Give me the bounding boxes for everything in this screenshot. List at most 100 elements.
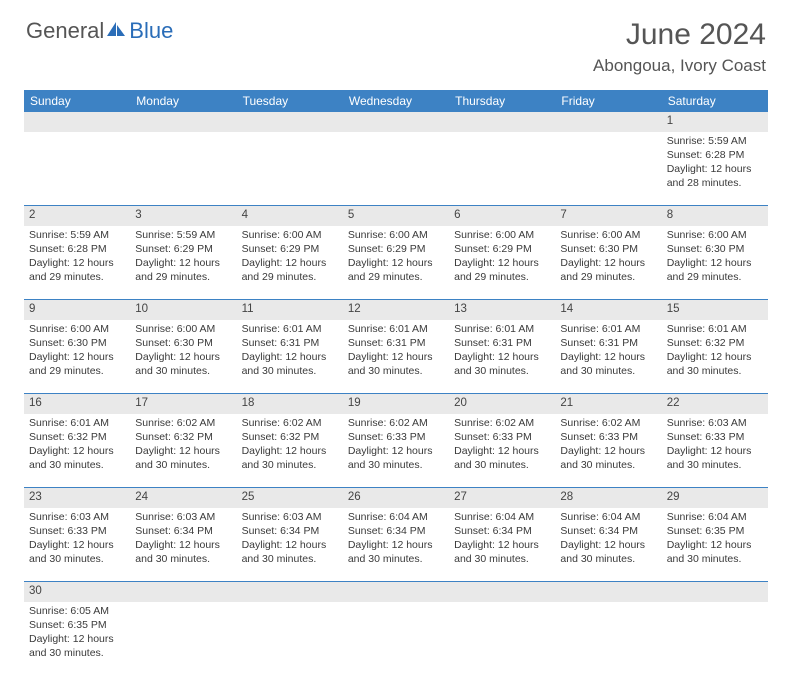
sunrise-text: Sunrise: 6:05 AM (29, 604, 125, 618)
day-cell (24, 132, 130, 206)
sunrise-text: Sunrise: 6:01 AM (667, 322, 763, 336)
day-number: 29 (662, 488, 768, 508)
daylight-text: Daylight: 12 hours (667, 538, 763, 552)
detail-row: Sunrise: 5:59 AMSunset: 6:28 PMDaylight:… (24, 226, 768, 300)
daylight-text: and 29 minutes. (560, 270, 656, 284)
weekday-header: Sunday (24, 90, 130, 112)
daylight-text: and 30 minutes. (135, 552, 231, 566)
day-cell: Sunrise: 6:01 AMSunset: 6:31 PMDaylight:… (343, 320, 449, 394)
daylight-text: and 30 minutes. (29, 458, 125, 472)
day-number (662, 582, 768, 602)
day-cell (343, 132, 449, 206)
daylight-text: and 28 minutes. (667, 176, 763, 190)
logo-text-general: General (26, 18, 104, 44)
day-cell: Sunrise: 6:03 AMSunset: 6:33 PMDaylight:… (24, 508, 130, 582)
day-number (343, 112, 449, 132)
daylight-text: Daylight: 12 hours (135, 538, 231, 552)
weekday-header: Friday (555, 90, 661, 112)
day-number (449, 582, 555, 602)
sunset-text: Sunset: 6:32 PM (29, 430, 125, 444)
sunset-text: Sunset: 6:29 PM (454, 242, 550, 256)
day-cell: Sunrise: 6:00 AMSunset: 6:29 PMDaylight:… (237, 226, 343, 300)
sunrise-text: Sunrise: 6:00 AM (454, 228, 550, 242)
day-cell: Sunrise: 6:04 AMSunset: 6:34 PMDaylight:… (343, 508, 449, 582)
daylight-text: Daylight: 12 hours (135, 350, 231, 364)
sail-icon (105, 18, 127, 44)
daylight-text: Daylight: 12 hours (242, 350, 338, 364)
detail-row: Sunrise: 6:05 AMSunset: 6:35 PMDaylight:… (24, 602, 768, 676)
daynum-row: 30 (24, 582, 768, 602)
daylight-text: Daylight: 12 hours (667, 444, 763, 458)
day-cell (130, 602, 236, 676)
daylight-text: and 29 minutes. (454, 270, 550, 284)
daylight-text: Daylight: 12 hours (29, 632, 125, 646)
daylight-text: and 30 minutes. (667, 458, 763, 472)
daylight-text: and 30 minutes. (560, 458, 656, 472)
daynum-row: 1 (24, 112, 768, 132)
day-cell: Sunrise: 6:01 AMSunset: 6:31 PMDaylight:… (555, 320, 661, 394)
day-number: 11 (237, 300, 343, 320)
day-number: 23 (24, 488, 130, 508)
daylight-text: Daylight: 12 hours (560, 538, 656, 552)
title-block: June 2024 Abongoua, Ivory Coast (593, 18, 766, 76)
day-number (555, 582, 661, 602)
sunrise-text: Sunrise: 6:00 AM (667, 228, 763, 242)
day-number (555, 112, 661, 132)
logo-text-blue: Blue (129, 18, 173, 44)
daynum-row: 16171819202122 (24, 394, 768, 414)
daylight-text: and 29 minutes. (667, 270, 763, 284)
sunrise-text: Sunrise: 6:01 AM (560, 322, 656, 336)
daylight-text: Daylight: 12 hours (560, 256, 656, 270)
sunrise-text: Sunrise: 6:02 AM (454, 416, 550, 430)
day-number: 16 (24, 394, 130, 414)
sunset-text: Sunset: 6:32 PM (667, 336, 763, 350)
day-number (449, 112, 555, 132)
day-cell (555, 602, 661, 676)
daylight-text: Daylight: 12 hours (667, 162, 763, 176)
day-cell: Sunrise: 6:00 AMSunset: 6:29 PMDaylight:… (343, 226, 449, 300)
day-cell (237, 602, 343, 676)
day-number: 28 (555, 488, 661, 508)
day-cell: Sunrise: 6:01 AMSunset: 6:31 PMDaylight:… (449, 320, 555, 394)
day-cell: Sunrise: 6:04 AMSunset: 6:34 PMDaylight:… (449, 508, 555, 582)
sunrise-text: Sunrise: 6:00 AM (242, 228, 338, 242)
day-number: 30 (24, 582, 130, 602)
sunrise-text: Sunrise: 6:04 AM (348, 510, 444, 524)
daylight-text: Daylight: 12 hours (242, 256, 338, 270)
sunset-text: Sunset: 6:29 PM (135, 242, 231, 256)
day-number: 9 (24, 300, 130, 320)
day-number: 25 (237, 488, 343, 508)
sunset-text: Sunset: 6:28 PM (667, 148, 763, 162)
sunrise-text: Sunrise: 6:00 AM (348, 228, 444, 242)
sunset-text: Sunset: 6:34 PM (348, 524, 444, 538)
sunset-text: Sunset: 6:34 PM (135, 524, 231, 538)
daylight-text: Daylight: 12 hours (667, 256, 763, 270)
day-cell: Sunrise: 6:01 AMSunset: 6:31 PMDaylight:… (237, 320, 343, 394)
day-number: 21 (555, 394, 661, 414)
daylight-text: Daylight: 12 hours (667, 350, 763, 364)
day-number: 2 (24, 206, 130, 226)
daylight-text: and 30 minutes. (348, 552, 444, 566)
sunset-text: Sunset: 6:31 PM (454, 336, 550, 350)
sunset-text: Sunset: 6:34 PM (560, 524, 656, 538)
daylight-text: Daylight: 12 hours (348, 444, 444, 458)
day-number: 15 (662, 300, 768, 320)
detail-row: Sunrise: 5:59 AMSunset: 6:28 PMDaylight:… (24, 132, 768, 206)
daylight-text: and 30 minutes. (560, 552, 656, 566)
sunrise-text: Sunrise: 6:01 AM (29, 416, 125, 430)
day-number: 1 (662, 112, 768, 132)
sunrise-text: Sunrise: 6:02 AM (560, 416, 656, 430)
daylight-text: Daylight: 12 hours (242, 538, 338, 552)
daylight-text: Daylight: 12 hours (348, 538, 444, 552)
day-number: 18 (237, 394, 343, 414)
daylight-text: and 30 minutes. (242, 364, 338, 378)
daylight-text: Daylight: 12 hours (242, 444, 338, 458)
weekday-header-row: Sunday Monday Tuesday Wednesday Thursday… (24, 90, 768, 112)
daynum-row: 23242526272829 (24, 488, 768, 508)
sunrise-text: Sunrise: 6:04 AM (560, 510, 656, 524)
day-cell: Sunrise: 6:03 AMSunset: 6:34 PMDaylight:… (130, 508, 236, 582)
day-number (130, 112, 236, 132)
day-number: 8 (662, 206, 768, 226)
day-number: 27 (449, 488, 555, 508)
sunrise-text: Sunrise: 6:03 AM (667, 416, 763, 430)
